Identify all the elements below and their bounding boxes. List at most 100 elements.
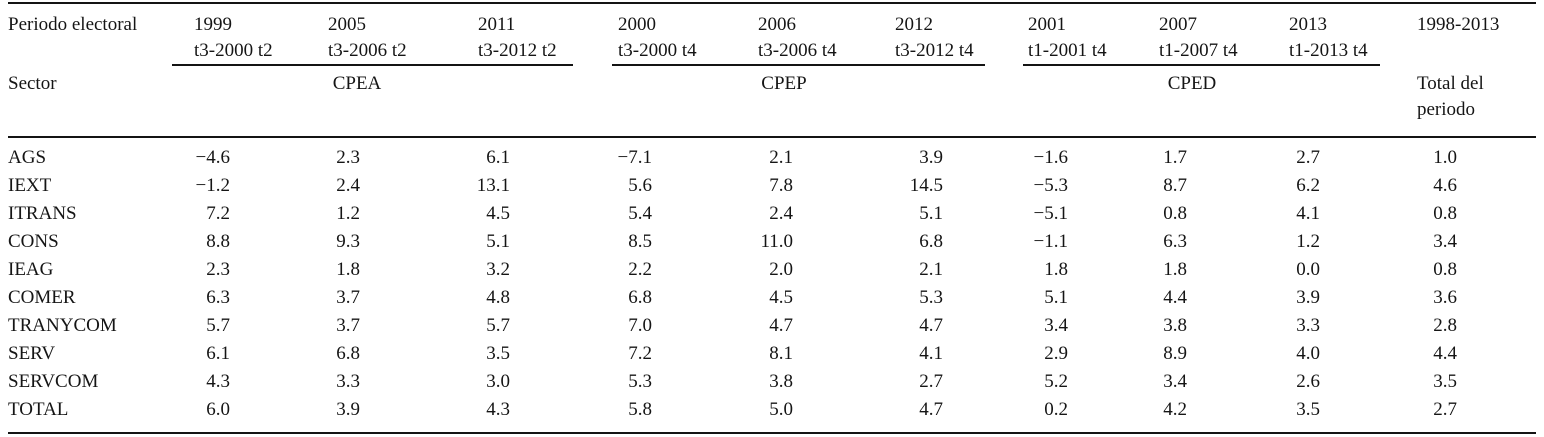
- table-cell: 3.9: [336, 399, 360, 420]
- table-cell: 5.1: [919, 203, 943, 224]
- table-cell: 5.1: [486, 231, 510, 252]
- table-cell: 2.7: [1433, 399, 1457, 420]
- table-cell: 6.1: [206, 343, 230, 364]
- table-cell: 3.4: [1044, 315, 1068, 336]
- sector-column-header: Sector: [8, 67, 180, 138]
- table-cell: 4.3: [486, 399, 510, 420]
- table-cell: 2.7: [1296, 147, 1320, 168]
- table-cell: 8.8: [206, 231, 230, 252]
- row-label: SERVCOM: [8, 371, 99, 392]
- period-year: 2013: [1289, 14, 1327, 35]
- row-label: COMER: [8, 287, 76, 308]
- table-cell: 6.8: [628, 287, 652, 308]
- table-cell: 4.4: [1163, 287, 1187, 308]
- table-cell: 5.6: [628, 175, 652, 196]
- cpep-underline: [612, 64, 985, 66]
- table-cell: 5.2: [1044, 371, 1068, 392]
- table-cell: 3.5: [486, 343, 510, 364]
- table-row: AGS −4.6 2.3 6.1 −7.1 2.1 3.9 −1.6 1.7 2.7 1.0: [8, 137, 1536, 172]
- table-cell: 0.8: [1163, 203, 1187, 224]
- table-cell: 3.3: [336, 371, 360, 392]
- cpep-underline-cell: [604, 64, 1014, 67]
- table-cell: 3.8: [769, 371, 793, 392]
- period-year: 2001: [1028, 14, 1066, 35]
- table-cell: −5.3: [1033, 175, 1068, 196]
- table-cell: 2.3: [336, 147, 360, 168]
- period-range: t3-2000 t4: [618, 40, 697, 61]
- table-cell: 4.1: [1296, 203, 1320, 224]
- electoral-period-sector-table: Periodo electoral 1999 t3-2000 t2 2005 t…: [8, 2, 1536, 434]
- period-range: t1-2007 t4: [1159, 40, 1238, 61]
- cped-underline: [1023, 64, 1380, 66]
- table-cell: 1.2: [1296, 231, 1320, 252]
- row-label: TOTAL: [8, 399, 69, 420]
- table-cell: 8.1: [769, 343, 793, 364]
- table-cell: 5.8: [628, 399, 652, 420]
- table-cell: −5.1: [1033, 203, 1068, 224]
- period-range: t3-2000 t2: [194, 40, 273, 61]
- table-cell: 4.8: [486, 287, 510, 308]
- table-cell: 1.7: [1163, 147, 1187, 168]
- table-cell: 14.5: [909, 175, 943, 196]
- period-range: t1-2001 t4: [1028, 40, 1107, 61]
- table-cell: 7.2: [628, 343, 652, 364]
- table-cell: 5.4: [628, 203, 652, 224]
- period-year: 1999: [194, 14, 232, 35]
- table-cell: 0.8: [1433, 259, 1457, 280]
- table-row: CONS 8.8 9.3 5.1 8.5 11.0 6.8 −1.1 6.3 1.2 3.4: [8, 228, 1536, 256]
- table-cell: 2.3: [206, 259, 230, 280]
- table-cell: 5.0: [769, 399, 793, 420]
- table-cell: 7.8: [769, 175, 793, 196]
- table-cell: 4.0: [1296, 343, 1320, 364]
- row-label: SERV: [8, 343, 56, 364]
- table-cell: 2.0: [769, 259, 793, 280]
- table-cell: 4.3: [206, 371, 230, 392]
- period-year: 2007: [1159, 14, 1197, 35]
- table-header: Periodo electoral 1999 t3-2000 t2 2005 t…: [8, 3, 1536, 138]
- table-cell: 2.7: [919, 371, 943, 392]
- period-range: t3-2006 t4: [758, 40, 837, 61]
- table-cell: 3.6: [1433, 287, 1457, 308]
- period-year: 2012: [895, 14, 933, 35]
- table-cell: 3.7: [336, 315, 360, 336]
- period-header-row: Periodo electoral 1999 t3-2000 t2 2005 t…: [8, 3, 1536, 64]
- period-year: 2000: [618, 14, 656, 35]
- table-cell: 6.3: [206, 287, 230, 308]
- table-cell: 2.1: [919, 259, 943, 280]
- table-cell: 9.3: [336, 231, 360, 252]
- table-cell: −1.2: [195, 175, 230, 196]
- period-header-1: 2005 t3-2006 t2: [314, 3, 464, 64]
- table-cell: 2.2: [628, 259, 652, 280]
- table-cell: 3.4: [1163, 371, 1187, 392]
- corner-header-periodo-electoral: Periodo electoral: [8, 14, 138, 35]
- table-cell: 1.8: [336, 259, 360, 280]
- table-cell: −7.1: [617, 147, 652, 168]
- period-range: t1-2013 t4: [1289, 40, 1368, 61]
- row-label: TRANYCOM: [8, 315, 117, 336]
- table-cell: 6.8: [336, 343, 360, 364]
- period-header-4: 2006 t3-2006 t4: [744, 3, 881, 64]
- table-cell: 4.5: [769, 287, 793, 308]
- table-cell: 5.1: [1044, 287, 1068, 308]
- row-label: IEAG: [8, 259, 54, 280]
- cped-underline-cell: [1014, 64, 1410, 67]
- group-header-cpea: CPEA: [180, 67, 604, 138]
- table-cell: 3.7: [336, 287, 360, 308]
- row-label: AGS: [8, 147, 47, 168]
- table-cell: 6.3: [1163, 231, 1187, 252]
- table-cell: 2.1: [769, 147, 793, 168]
- table-cell: 2.8: [1433, 315, 1457, 336]
- table-cell: 3.9: [1296, 287, 1320, 308]
- period-header-8: 2013 t1-2013 t4: [1275, 3, 1410, 64]
- table-cell: 7.0: [628, 315, 652, 336]
- table-cell: 2.4: [336, 175, 360, 196]
- table-row: IEXT −1.2 2.4 13.1 5.6 7.8 14.5 −5.3 8.7 6.2 4.6: [8, 172, 1536, 200]
- table-cell: 1.2: [336, 203, 360, 224]
- table-row: TOTAL 6.0 3.9 4.3 5.8 5.0 4.7 0.2 4.2 3.5 2.7: [8, 396, 1536, 433]
- group-underline-row: [8, 64, 1536, 67]
- table-row: IEAG 2.3 1.8 3.2 2.2 2.0 2.1 1.8 1.8 0.0 0.8: [8, 256, 1536, 284]
- period-range: t3-2012 t2: [478, 40, 557, 61]
- table-cell: −1.6: [1033, 147, 1068, 168]
- table-cell: 4.2: [1163, 399, 1187, 420]
